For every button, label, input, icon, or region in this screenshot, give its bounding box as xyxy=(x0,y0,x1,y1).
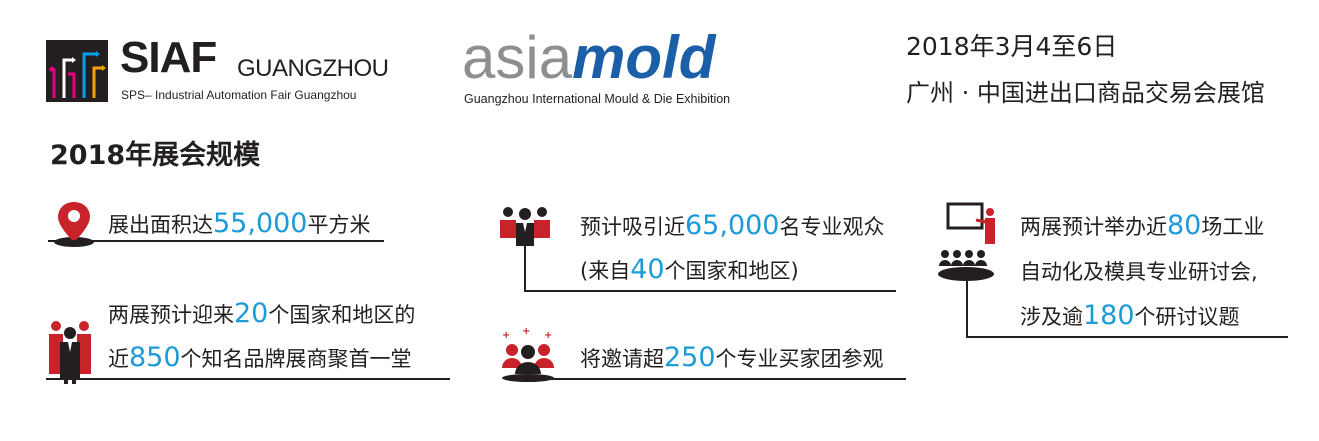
stat-brands-line2-post: 个知名品牌展商聚首一堂 xyxy=(180,347,412,371)
stat-delegations-pre: 将邀请超 xyxy=(580,347,664,371)
stat-delegations-post: 个专业买家团参观 xyxy=(715,347,884,371)
stat-seminars-line3-number: 180 xyxy=(1083,300,1135,331)
audience-icon xyxy=(500,207,550,246)
svg-text:+: + xyxy=(502,330,510,341)
divider xyxy=(512,378,906,380)
business-group-icon xyxy=(49,321,91,384)
svg-text:+: + xyxy=(522,328,530,337)
stat-visitors-line1-pre: 预计吸引近 xyxy=(580,215,685,239)
divider xyxy=(48,240,384,242)
stat-brands-line2-pre: 近 xyxy=(108,347,129,371)
stat-visitors-line1-post: 名专业观众 xyxy=(779,215,885,239)
stat-visitors-line2-post: 个国家和地区) xyxy=(664,259,799,283)
asiamold-logo: asiamold xyxy=(462,26,715,90)
stat-seminars-line1-pre: 两展预计举办近 xyxy=(1020,215,1167,239)
stat-area: 展出面积达55,000平方米 xyxy=(108,202,370,247)
stat-visitors-line2-number: 40 xyxy=(630,254,665,285)
stat-brands-line2-number: 850 xyxy=(129,342,181,373)
connector-line xyxy=(966,280,968,338)
stat-seminars-line1-post: 场工业 xyxy=(1201,215,1265,239)
stat-delegations: 将邀请超250个专业买家团参观 xyxy=(580,336,884,381)
siaf-logo-mark xyxy=(46,40,108,102)
seminar-presenter-icon xyxy=(938,202,995,281)
siaf-brand: SIAF xyxy=(120,33,217,82)
svg-text:+: + xyxy=(544,330,552,341)
stat-seminars-line3: 涉及逾180个研讨议题 xyxy=(1020,294,1240,339)
divider xyxy=(524,290,896,292)
stat-visitors-line1-number: 65,000 xyxy=(685,210,780,241)
stat-seminars-line3-post: 个研讨议题 xyxy=(1134,305,1240,329)
location-pin-icon xyxy=(54,202,94,247)
connector-line xyxy=(524,246,526,292)
stat-area-number: 55,000 xyxy=(213,208,308,239)
stat-seminars-line1-number: 80 xyxy=(1167,210,1202,241)
siaf-tagline: SPS– Industrial Automation Fair Guangzho… xyxy=(121,88,357,102)
stat-brands-line1: 两展预计迎来20个国家和地区的 xyxy=(108,292,415,337)
event-date: 2018年3月4至6日 xyxy=(906,32,1118,61)
stat-area-pre: 展出面积达 xyxy=(108,213,213,237)
stat-visitors-line1: 预计吸引近65,000名专业观众 xyxy=(580,204,884,249)
asiamold-logo-part2: mold xyxy=(572,24,716,91)
divider xyxy=(966,336,1288,338)
stat-visitors-line2-pre: (来自 xyxy=(580,259,631,283)
asiamold-logo-part1: asia xyxy=(462,24,573,91)
divider xyxy=(46,378,450,380)
stat-delegations-number: 250 xyxy=(664,342,716,373)
stat-brands-line1-pre: 两展预计迎来 xyxy=(108,303,234,327)
stat-seminars-line2: 自动化及模具专业研讨会, xyxy=(1020,260,1258,284)
asiamold-tagline: Guangzhou International Mould & Die Exhi… xyxy=(464,92,731,106)
event-venue: 广州 · 中国进出口商品交易会展馆 xyxy=(906,79,1265,107)
stat-visitors-line2: (来自40个国家和地区) xyxy=(580,248,799,293)
stat-area-post: 平方米 xyxy=(307,213,371,237)
stat-brands-line1-number: 20 xyxy=(234,298,269,329)
stat-brands-line2: 近850个知名品牌展商聚首一堂 xyxy=(108,336,412,381)
stat-brands-line1-post: 个国家和地区的 xyxy=(268,303,416,327)
buyer-group-icon: + + + xyxy=(502,328,554,382)
section-title: 2018年展会规模 xyxy=(50,140,261,171)
stat-seminars-line1: 两展预计举办近80场工业 xyxy=(1020,204,1264,249)
stat-seminars-line3-pre: 涉及逾 xyxy=(1020,305,1083,329)
siaf-city: GUANGZHOU xyxy=(237,55,389,82)
